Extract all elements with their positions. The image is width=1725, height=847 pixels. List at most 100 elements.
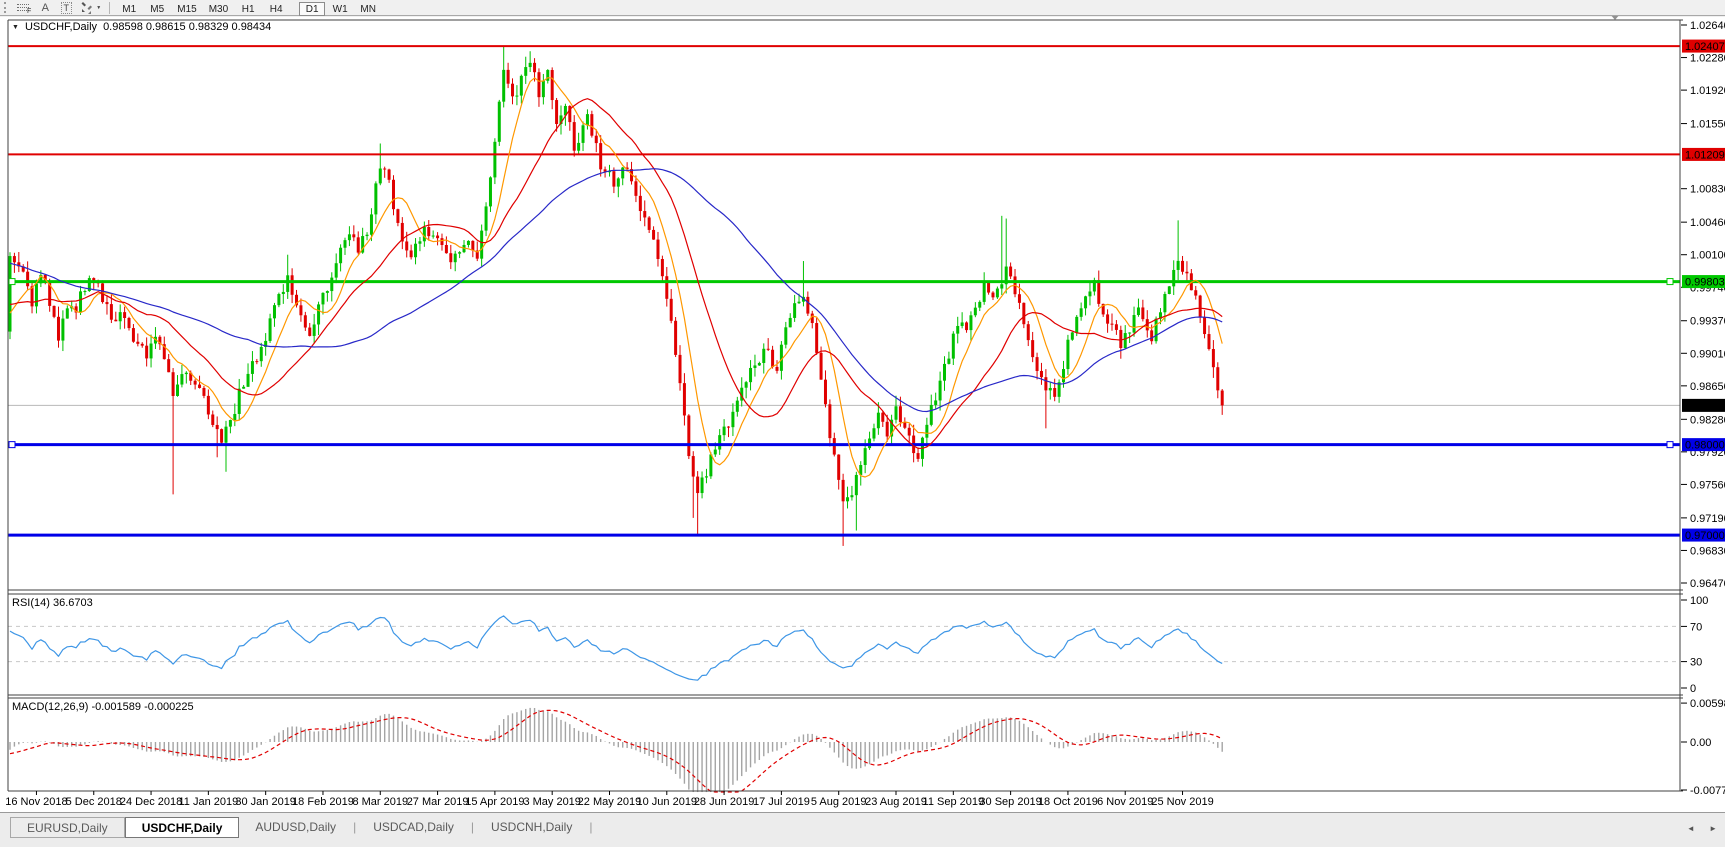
svg-text:15 Apr 2019: 15 Apr 2019 — [465, 796, 524, 808]
rsi-line — [9, 615, 1223, 681]
price-label-0.98000: 0.98000 — [1682, 438, 1725, 452]
timeframe-button-w1[interactable]: W1 — [327, 2, 353, 16]
tab-usdcad[interactable]: USDCAD,Daily — [373, 820, 454, 834]
rsi-indicator-label: RSI(14) 36.6703 — [12, 597, 93, 609]
timeframe-button-m1[interactable]: M1 — [116, 2, 142, 16]
svg-text:3 May 2019: 3 May 2019 — [523, 796, 580, 808]
chart-dropdown-icon[interactable]: ▼ — [12, 23, 19, 31]
svg-text:10 Jun 2019: 10 Jun 2019 — [637, 796, 698, 808]
tab-separator: | — [353, 820, 357, 834]
tab-eurusd[interactable]: EURUSD,Daily — [10, 817, 125, 838]
svg-text:25 Nov 2019: 25 Nov 2019 — [1151, 796, 1213, 808]
hline-handle[interactable] — [8, 441, 16, 449]
svg-text:27 Mar 2019: 27 Mar 2019 — [407, 796, 469, 808]
timeframe-button-m30[interactable]: M30 — [204, 2, 233, 16]
svg-text:5 Aug 2019: 5 Aug 2019 — [811, 796, 867, 808]
svg-text:18 Feb 2019: 18 Feb 2019 — [292, 796, 354, 808]
dropdown-caret-icon[interactable]: ▼ — [96, 4, 102, 11]
svg-text:16 Nov 2018: 16 Nov 2018 — [5, 796, 67, 808]
svg-text:24 Dec 2018: 24 Dec 2018 — [120, 796, 182, 808]
tab-usdchf[interactable]: USDCHF,Daily — [124, 817, 240, 838]
moving-average-slow — [9, 168, 1223, 413]
svg-text:0.96470: 0.96470 — [1690, 578, 1725, 590]
arrows-icon — [81, 1, 93, 14]
svg-text:1.01920: 1.01920 — [1690, 85, 1725, 97]
timeframe-button-d1[interactable]: D1 — [299, 2, 326, 16]
price-label-1.01209: 1.01209 — [1682, 147, 1725, 161]
svg-text:100: 100 — [1690, 595, 1708, 607]
chart-ohlc-values: 0.98598 0.98615 0.98329 0.98434 — [103, 21, 272, 33]
rsi-pane: 100 70 30 0 — [8, 595, 1708, 695]
pane-borders — [7, 14, 1683, 792]
arrows-tool-button[interactable]: ▼ — [77, 1, 104, 15]
current-price-label: 0.98434 — [1682, 398, 1725, 412]
timeframe-button-h4[interactable]: H4 — [263, 2, 289, 16]
chart-tab-bar: EURUSD,Daily USDCHF,Daily AUDUSD,Daily | USD… — [0, 812, 1725, 847]
macd-signal-line — [9, 709, 1223, 793]
tab-audusd[interactable]: AUDUSD,Daily — [255, 820, 337, 834]
price-label-1.02407: 1.02407 — [1682, 39, 1725, 53]
svg-text:0.00: 0.00 — [1690, 737, 1711, 749]
svg-text:1.02407: 1.02407 — [1685, 41, 1725, 53]
price-label-0.99803: 0.99803 — [1682, 275, 1725, 289]
price-label-0.97000: 0.97000 — [1682, 528, 1725, 542]
svg-text:28 Jun 2019: 28 Jun 2019 — [694, 796, 755, 808]
toolbar-grip[interactable] — [4, 2, 9, 13]
timeframe-button-group: M1 M5 M15 M30 H1 H4 D1 W1 MN — [115, 0, 390, 17]
hline-handle[interactable] — [8, 278, 16, 286]
svg-text:1.01209: 1.01209 — [1685, 149, 1725, 161]
svg-text:1.00830: 1.00830 — [1690, 184, 1725, 196]
chart-background — [0, 17, 1725, 812]
top-toolbar: F A T ▼ M1 M5 M15 M30 H1 H4 D1 W1 MN — [0, 0, 1725, 16]
label-tool-button[interactable]: T — [56, 1, 76, 15]
svg-text:22 May 2019: 22 May 2019 — [578, 796, 642, 808]
macd-indicator-label: MACD(12,26,9) -0.001589 -0.000225 — [12, 701, 194, 713]
svg-text:1.00460: 1.00460 — [1690, 217, 1725, 229]
tab-separator: | — [589, 820, 593, 834]
fibonacci-tool-button[interactable]: F — [14, 1, 34, 15]
chart-title: ▼ USDCHF,Daily 0.98598 0.98615 0.98329 0… — [12, 21, 271, 33]
hline-handle[interactable] — [1666, 278, 1674, 286]
tab-scroll-arrows: ◄ ► — [1675, 824, 1717, 833]
price-axis: 1.02640 1.02280 1.01920 1.01550 1.00830 1.004… — [1681, 20, 1725, 590]
tab-scroll-right-icon[interactable]: ► — [1709, 824, 1717, 833]
tab-usdcnh[interactable]: USDCNH,Daily — [491, 820, 573, 834]
timeframe-button-mn[interactable]: MN — [355, 2, 381, 16]
timeframe-button-h1[interactable]: H1 — [235, 2, 261, 16]
candlestick-series — [8, 46, 1224, 546]
svg-text:0.98000: 0.98000 — [1685, 440, 1725, 452]
svg-text:23 Aug 2019: 23 Aug 2019 — [865, 796, 927, 808]
svg-text:17 Jul 2019: 17 Jul 2019 — [753, 796, 810, 808]
svg-text:30 Sep 2019: 30 Sep 2019 — [979, 796, 1041, 808]
svg-text:0.97000: 0.97000 — [1685, 530, 1725, 542]
toolbar-separator — [109, 1, 111, 14]
chart-symbol-label: USDCHF,Daily — [24, 21, 98, 33]
svg-text:11 Sep 2019: 11 Sep 2019 — [923, 796, 985, 808]
svg-text:-0.00773: -0.00773 — [1690, 785, 1725, 797]
svg-text:0.005986: 0.005986 — [1690, 698, 1725, 710]
text-tool-button[interactable]: A — [35, 1, 55, 15]
macd-pane: 0.005986 0.00 -0.00773 — [9, 698, 1725, 797]
svg-text:1.01550: 1.01550 — [1690, 119, 1725, 131]
fibonacci-icon-letter: F — [27, 8, 32, 15]
svg-text:0: 0 — [1690, 683, 1696, 695]
hline-handle[interactable] — [1666, 441, 1674, 449]
svg-text:30: 30 — [1690, 657, 1702, 669]
label-tool-icon: T — [60, 1, 73, 14]
tab-scroll-left-icon[interactable]: ◄ — [1686, 824, 1695, 833]
timeframe-button-m15[interactable]: M15 — [172, 2, 201, 16]
chart-tabs: EURUSD,Daily USDCHF,Daily AUDUSD,Daily | USD… — [10, 817, 593, 838]
svg-text:8 Mar 2019: 8 Mar 2019 — [352, 796, 408, 808]
svg-text:1.02280: 1.02280 — [1690, 53, 1725, 65]
timeframe-button-m5[interactable]: M5 — [144, 2, 170, 16]
fibonacci-icon — [17, 2, 29, 13]
